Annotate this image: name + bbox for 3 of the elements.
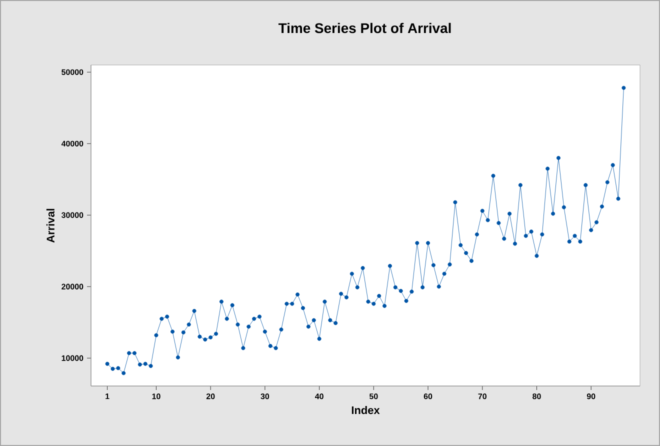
- x-axis-title: Index: [352, 406, 380, 414]
- y-axis-title: Arrival: [46, 208, 54, 243]
- chart-title: Time Series Plot of Arrival: [278, 22, 451, 34]
